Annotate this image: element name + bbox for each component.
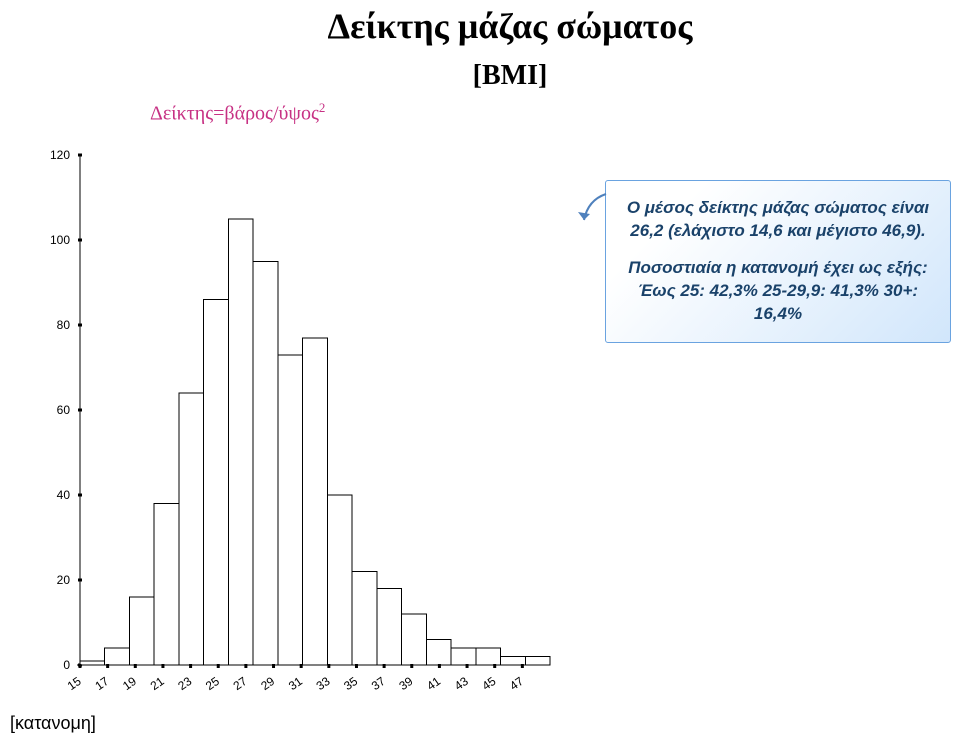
info-para2: Ποσοστιαία η κατανομή έχει ως εξής: Έως … — [618, 257, 938, 326]
bar — [204, 300, 229, 666]
bar — [402, 614, 427, 665]
bar — [278, 355, 303, 665]
svg-text:15: 15 — [65, 674, 84, 693]
bar — [154, 504, 179, 666]
svg-text:21: 21 — [148, 674, 167, 693]
page-subtitle: [BMI] — [260, 60, 760, 92]
svg-text:33: 33 — [314, 674, 333, 693]
svg-text:29: 29 — [258, 674, 277, 693]
bar — [451, 648, 476, 665]
svg-text:23: 23 — [175, 674, 194, 693]
info-para1: Ο μέσος δείκτης μάζας σώματος είναι 26,2… — [618, 197, 938, 243]
svg-text:17: 17 — [92, 674, 111, 693]
svg-text:37: 37 — [369, 674, 388, 693]
arrow-icon — [578, 192, 608, 222]
svg-text:0: 0 — [63, 658, 70, 672]
svg-text:19: 19 — [120, 674, 139, 693]
bar — [253, 261, 278, 665]
svg-text:80: 80 — [57, 318, 71, 332]
bar — [105, 648, 130, 665]
page-title: Δείκτης μάζας σώματος — [260, 5, 760, 47]
svg-text:47: 47 — [507, 674, 526, 693]
formula-text: Δείκτης=βάρος/ύψος — [150, 103, 319, 125]
svg-text:35: 35 — [341, 674, 360, 693]
svg-text:31: 31 — [286, 674, 305, 693]
bar — [327, 495, 352, 665]
footer-label: [κατανομη] — [10, 713, 96, 734]
formula-label: Δείκτης=βάρος/ύψος2 — [150, 100, 325, 126]
svg-text:40: 40 — [57, 488, 71, 502]
svg-text:39: 39 — [397, 674, 416, 693]
svg-text:100: 100 — [50, 233, 70, 247]
svg-text:120: 120 — [50, 148, 70, 162]
svg-text:60: 60 — [57, 403, 71, 417]
histogram-chart: 0 20 40 60 80 100 120 15 17 19 21 23 25 27 29 31 33 35 37 3… — [25, 145, 570, 735]
bar — [228, 219, 253, 665]
svg-text:45: 45 — [479, 674, 498, 693]
bar — [501, 657, 526, 666]
formula-exponent: 2 — [319, 100, 326, 115]
svg-text:20: 20 — [57, 573, 71, 587]
bar — [179, 393, 204, 665]
bar — [80, 661, 105, 665]
bar — [525, 657, 550, 666]
bar — [129, 597, 154, 665]
svg-text:25: 25 — [203, 674, 222, 693]
bar — [377, 589, 402, 666]
svg-text:43: 43 — [452, 674, 471, 693]
svg-text:27: 27 — [231, 674, 250, 693]
bar — [476, 648, 501, 665]
bar — [426, 640, 451, 666]
bar — [352, 572, 377, 666]
info-box: Ο μέσος δείκτης μάζας σώματος είναι 26,2… — [605, 180, 951, 343]
bar — [303, 338, 328, 665]
svg-text:41: 41 — [424, 674, 443, 693]
